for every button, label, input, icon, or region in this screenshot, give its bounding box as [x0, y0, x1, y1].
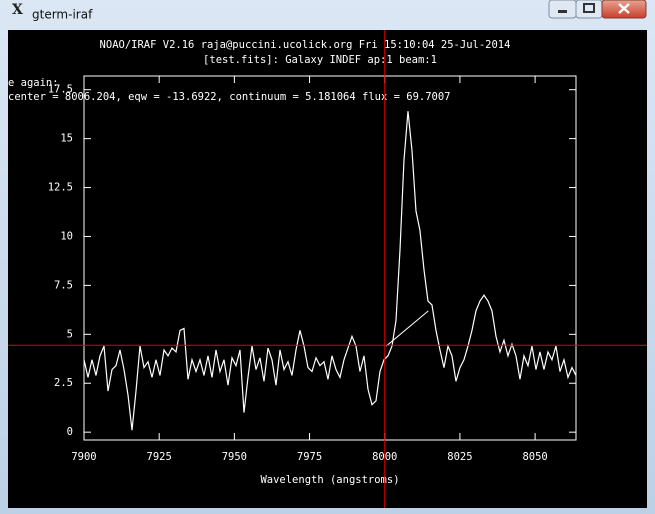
maximize-icon — [583, 3, 595, 13]
app-icon: X — [12, 2, 23, 18]
spectrum-line — [83, 111, 577, 431]
chart-title: NOAO/IRAF V2.16 raja@puccini.ucolick.org… — [100, 39, 511, 51]
x-tick-label: 7950 — [222, 451, 247, 463]
x-tick-label: 7900 — [71, 451, 96, 463]
y-tick-label: 15 — [60, 133, 73, 145]
y-tick-label: 10 — [60, 230, 73, 242]
x-tick-label: 7975 — [297, 451, 322, 463]
x-tick-label: 8025 — [447, 451, 472, 463]
terminal-area — [8, 30, 647, 508]
minimize-icon — [558, 10, 567, 13]
y-tick-label: 17.5 — [48, 84, 73, 96]
plot-frame — [83, 75, 577, 441]
window-title: gterm-iraf — [32, 8, 93, 22]
y-tick-label: 7.5 — [54, 279, 73, 291]
x-axis-label: Wavelength (angstroms) — [260, 474, 399, 486]
chart-subtitle: [test.fits]: Galaxy INDEF ap:1 beam:1 — [203, 54, 437, 66]
y-tick-label: 12.5 — [48, 182, 73, 194]
y-tick-label: 2.5 — [54, 377, 73, 389]
annotation: center = 8006.204, eqw = -13.6922, conti… — [8, 91, 451, 103]
maximize-button[interactable] — [575, 0, 603, 19]
x-tick-label: 7925 — [147, 451, 172, 463]
y-tick-label: 0 — [67, 426, 73, 438]
continuum-fit — [385, 310, 429, 347]
plot: NOAO/IRAF V2.16 raja@puccini.ucolick.org… — [48, 39, 577, 486]
annotation: e again: — [8, 77, 59, 89]
x-tick-label: 8050 — [522, 451, 547, 463]
minimize-button[interactable] — [548, 0, 577, 19]
close-icon — [618, 3, 630, 14]
y-tick-label: 5 — [67, 328, 73, 340]
